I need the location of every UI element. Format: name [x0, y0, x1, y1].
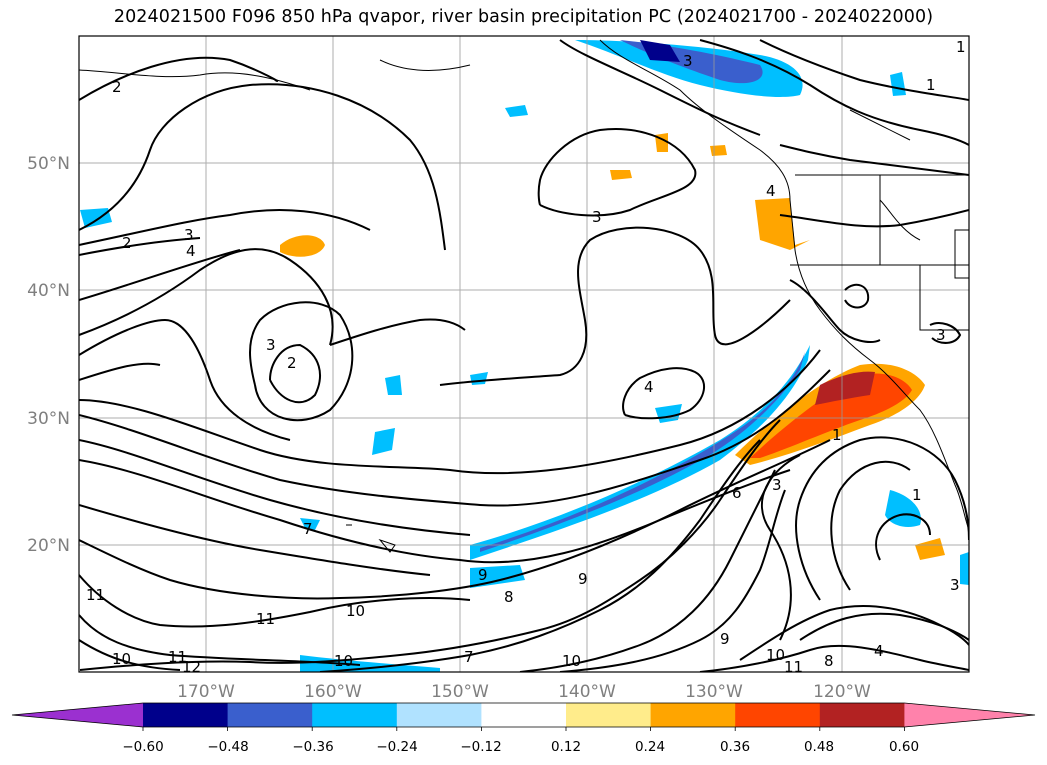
contour-label: 8	[504, 588, 514, 606]
contour-label: 6	[732, 484, 742, 502]
contour-label: 9	[720, 630, 730, 648]
contour-label: 7	[303, 520, 313, 538]
lon-tick-label: 140°W	[558, 682, 616, 700]
contour-label: 8	[824, 652, 834, 670]
colorbar-ticks	[142, 727, 905, 731]
colorbar-tick-label: −0.24	[376, 739, 417, 755]
colorbar-bin	[396, 703, 482, 727]
contour-label: 11	[784, 658, 803, 676]
colorbar-bin	[819, 703, 905, 727]
contour-label: 3	[772, 476, 782, 494]
contour-label: 11	[86, 586, 105, 604]
colorbar-tick-label: 0.48	[804, 739, 834, 755]
contour-label: 4	[186, 242, 196, 260]
contour-label: 3	[266, 336, 276, 354]
contour-label: 2	[112, 78, 122, 96]
contour-label: 9	[578, 570, 588, 588]
map-figure: 2 3 4 2 3 2 3 4 3 4 6 3 1 7 9 8 9 11 10 …	[27, 35, 970, 700]
lat-tick-label: 50°N	[27, 154, 70, 174]
contour-label: 4	[766, 182, 776, 200]
contour-label: 3	[950, 576, 960, 594]
contour-label: 3	[683, 52, 693, 70]
map-title: 2024021500 F096 850 hPa qvapor, river ba…	[113, 7, 934, 27]
colorbar-tick-label: −0.12	[460, 739, 501, 755]
colorbar-bin	[227, 703, 313, 727]
contour-label: 7	[464, 648, 474, 666]
colorbar-bins	[11, 702, 1036, 728]
colorbar-tick-label: 0.12	[551, 739, 581, 755]
contour-label: 10	[562, 652, 581, 670]
contour-label: 3	[936, 326, 946, 344]
contour-label: 2	[122, 234, 132, 252]
contour-label: 4	[644, 378, 654, 396]
contour-label: 3	[592, 208, 602, 226]
colorbar-bin	[481, 703, 567, 727]
contour-label: 1	[912, 486, 922, 504]
contour-label: 10	[112, 650, 131, 668]
contour-label: 2	[287, 354, 297, 372]
contour-label: 11	[256, 610, 275, 628]
lon-tick-label: 130°W	[685, 682, 743, 700]
contour-label: 1	[926, 76, 936, 94]
contour-label: 10	[346, 602, 365, 620]
contour-label: 11	[168, 648, 187, 666]
colorbar-tick-label: 0.36	[720, 739, 750, 755]
contour-label: 10	[766, 646, 785, 664]
lat-tick-label: 20°N	[27, 536, 70, 556]
plot-frame	[78, 35, 970, 673]
lat-tick-label: 40°N	[27, 281, 70, 301]
contour-label: 9	[478, 566, 488, 584]
colorbar-bin	[312, 703, 398, 727]
colorbar-extend-min	[12, 703, 143, 727]
colorbar-bin	[650, 703, 736, 727]
contour-label: 3	[184, 226, 194, 244]
lon-tick-label: 120°W	[813, 682, 871, 700]
colorbar-tick-label: 0.24	[635, 739, 665, 755]
lon-tick-label: 150°W	[431, 682, 489, 700]
contour-label: 1	[956, 38, 966, 56]
contours	[79, 39, 969, 672]
gridlines	[79, 36, 969, 672]
colorbar-tick-label: −0.36	[292, 739, 333, 755]
colorbar-bin	[735, 703, 821, 727]
colorbar-extend-max	[904, 703, 1035, 727]
lon-axis: 170°W 160°W 150°W 140°W 130°W 120°W	[177, 682, 871, 700]
lon-tick-label: 170°W	[177, 682, 235, 700]
lat-tick-label: 30°N	[27, 409, 70, 429]
coastlines	[79, 39, 969, 595]
lon-tick-label: 160°W	[304, 682, 362, 700]
contour-label: 4	[874, 642, 884, 660]
map-background	[79, 36, 969, 672]
contour-label: 12	[182, 658, 201, 676]
contour-label: 10	[334, 652, 353, 670]
contour-labels: 2 3 4 2 3 2 3 4 3 4 6 3 1 7 9 8 9 11 10 …	[86, 38, 966, 676]
colorbar-tick-label: −0.60	[122, 739, 163, 755]
lat-axis: 50°N 40°N 30°N 20°N	[27, 154, 70, 556]
colorbar-bin	[143, 703, 229, 727]
colorbar-tick-labels: −0.60 −0.48 −0.36 −0.24 −0.12 0.12 0.24 …	[122, 739, 919, 755]
contour-label: 1	[832, 426, 842, 444]
colorbar-bin	[566, 703, 652, 727]
colorbar-tick-label: 0.60	[889, 739, 919, 755]
colorbar-tick-label: −0.48	[207, 739, 248, 755]
